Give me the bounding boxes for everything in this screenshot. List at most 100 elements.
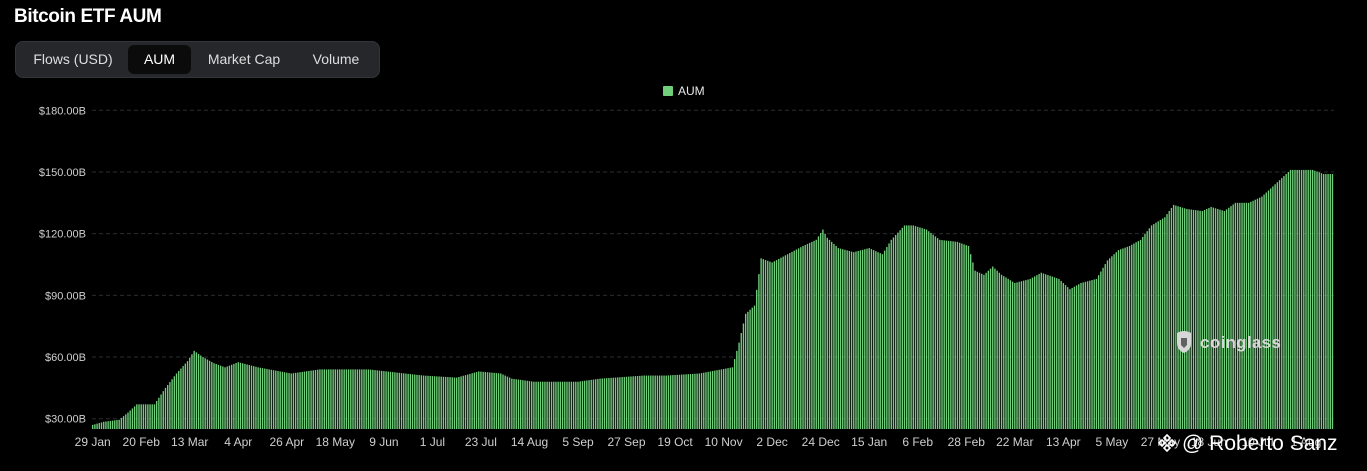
aum-bar[interactable] (921, 228, 923, 429)
aum-bar[interactable] (418, 375, 420, 429)
aum-bar[interactable] (303, 371, 306, 429)
aum-bar[interactable] (215, 364, 217, 429)
aum-bar[interactable] (544, 381, 546, 429)
aum-bar[interactable] (936, 238, 939, 429)
aum-bar[interactable] (950, 241, 952, 429)
aum-bar[interactable] (619, 377, 621, 429)
aum-bar[interactable] (1097, 275, 1100, 429)
aum-bar[interactable] (727, 368, 729, 429)
aum-bar[interactable] (824, 233, 826, 429)
aum-bar[interactable] (1305, 169, 1307, 429)
aum-bar[interactable] (608, 378, 610, 429)
aum-bar[interactable] (206, 359, 209, 430)
aum-bar[interactable] (122, 416, 125, 429)
aum-bar[interactable] (1069, 289, 1071, 429)
aum-bar[interactable] (259, 367, 262, 429)
aum-bar[interactable] (550, 381, 553, 429)
aum-bar[interactable] (628, 376, 630, 429)
aum-bar[interactable] (524, 380, 526, 429)
aum-bar[interactable] (1303, 169, 1305, 429)
aum-bar[interactable] (612, 377, 614, 429)
aum-bar[interactable] (478, 371, 480, 429)
aum-bar[interactable] (1241, 202, 1243, 429)
aum-bar[interactable] (650, 375, 652, 429)
aum-bar[interactable] (716, 370, 718, 429)
aum-bar[interactable] (707, 371, 709, 429)
aum-bar[interactable] (531, 381, 533, 429)
aum-bar[interactable] (1172, 204, 1175, 429)
aum-bar[interactable] (883, 250, 886, 429)
aum-bar[interactable] (1106, 260, 1109, 429)
aum-bar[interactable] (1228, 207, 1230, 429)
aum-bar[interactable] (533, 381, 535, 429)
aum-bar[interactable] (447, 377, 449, 429)
aum-bar[interactable] (1278, 180, 1281, 429)
aum-bar[interactable] (939, 239, 941, 429)
aum-bar[interactable] (665, 375, 667, 429)
aum-bar[interactable] (200, 355, 202, 429)
aum-bar[interactable] (1137, 241, 1140, 429)
aum-bar[interactable] (636, 376, 639, 429)
aum-bar[interactable] (1250, 201, 1252, 429)
aum-bar[interactable] (669, 375, 672, 429)
aum-bar[interactable] (1104, 264, 1106, 429)
aum-bar[interactable] (1120, 249, 1122, 429)
aum-bar[interactable] (341, 369, 343, 429)
aum-bar[interactable] (1049, 275, 1051, 429)
aum-bar[interactable] (208, 360, 211, 429)
aum-bar[interactable] (661, 375, 663, 429)
aum-bar[interactable] (1285, 174, 1287, 429)
aum-bar[interactable] (1329, 174, 1331, 429)
aum-bar[interactable] (1225, 209, 1228, 429)
aum-bar[interactable] (1201, 211, 1204, 429)
aum-bar[interactable] (286, 372, 288, 429)
aum-bar[interactable] (639, 375, 641, 429)
aum-bar[interactable] (140, 404, 142, 429)
aum-bar[interactable] (1093, 279, 1095, 429)
aum-bar[interactable] (1210, 206, 1212, 429)
aum-bar[interactable] (546, 381, 548, 429)
aum-bar[interactable] (1188, 209, 1190, 429)
aum-bar[interactable] (155, 401, 158, 429)
aum-bar[interactable] (813, 240, 815, 429)
aum-bar[interactable] (1031, 277, 1034, 429)
aum-bar[interactable] (864, 249, 866, 429)
aum-bar[interactable] (1009, 280, 1012, 429)
aum-bar[interactable] (325, 369, 328, 429)
aum-bar[interactable] (828, 239, 831, 429)
aum-bar[interactable] (643, 375, 645, 429)
aum-bar[interactable] (1289, 169, 1292, 429)
aum-bar[interactable] (464, 375, 467, 429)
aum-bar[interactable] (954, 241, 956, 429)
aum-bar[interactable] (1252, 200, 1254, 429)
aum-bar[interactable] (394, 372, 396, 429)
aum-bar[interactable] (387, 371, 389, 429)
aum-bar[interactable] (491, 372, 493, 429)
aum-bar[interactable] (1086, 281, 1089, 429)
aum-bar[interactable] (687, 374, 689, 429)
aum-bar[interactable] (358, 369, 361, 429)
aum-bar[interactable] (502, 374, 504, 429)
aum-bar[interactable] (1056, 278, 1058, 429)
aum-bar[interactable] (981, 273, 983, 429)
aum-bar[interactable] (458, 376, 460, 429)
aum-bar[interactable] (173, 376, 175, 429)
aum-bar[interactable] (1314, 170, 1316, 430)
aum-bar[interactable] (1033, 276, 1036, 429)
aum-bar[interactable] (537, 381, 539, 429)
aum-bar[interactable] (195, 352, 198, 429)
aum-bar[interactable] (557, 381, 559, 429)
aum-bar[interactable] (438, 376, 440, 430)
aum-bar[interactable] (744, 313, 747, 429)
aum-bar[interactable] (120, 417, 123, 429)
aum-bar[interactable] (535, 381, 537, 429)
aum-bar[interactable] (475, 372, 478, 429)
aum-bar[interactable] (725, 368, 727, 429)
aum-bar[interactable] (899, 230, 901, 429)
aum-bar[interactable] (312, 370, 314, 429)
aum-bar[interactable] (292, 373, 295, 429)
aum-bar[interactable] (1164, 217, 1166, 429)
aum-bar[interactable] (1082, 282, 1084, 429)
aum-bar[interactable] (802, 245, 804, 429)
aum-bar[interactable] (769, 261, 771, 429)
